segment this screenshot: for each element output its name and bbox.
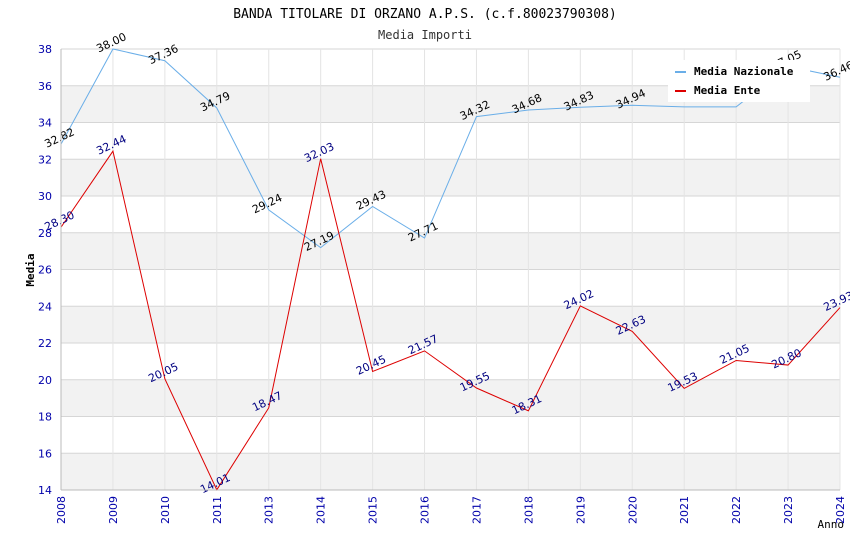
x-tick-label: 2015 <box>367 496 380 524</box>
x-tick-label: 2024 <box>834 496 847 524</box>
y-tick-label: 16 <box>38 447 52 460</box>
chart-subtitle: Media Importi <box>378 28 472 42</box>
y-tick-label: 36 <box>38 80 52 93</box>
y-tick-label: 26 <box>38 264 52 277</box>
x-tick-label: 2009 <box>107 496 120 524</box>
y-axis-label: Media <box>24 253 37 286</box>
series-line-media-nazionale <box>60 48 841 249</box>
grid-bands <box>61 49 840 490</box>
y-tick-label: 22 <box>38 337 52 350</box>
grid-band <box>61 269 840 307</box>
y-tick-label: 18 <box>38 411 52 424</box>
y-tick-label: 34 <box>38 117 52 130</box>
x-tick-labels: 2008 2009 2010 2011 2013 2014 2015 2016 2017 2018… <box>55 496 847 524</box>
y-tick-label: 24 <box>38 300 52 313</box>
y-tick-label: 28 <box>38 227 52 240</box>
series-lines <box>60 48 841 491</box>
chart-title: BANDA TITOLARE DI ORZANO A.P.S. (c.f.800… <box>233 7 617 22</box>
x-tick-label: 2010 <box>159 496 172 524</box>
series-line-media-ente <box>60 149 841 491</box>
x-tick-label: 2014 <box>315 496 328 524</box>
grid-band <box>61 379 840 417</box>
y-tick-label: 30 <box>38 190 52 203</box>
legend-label-media-nazionale: Media Nazionale <box>694 65 794 78</box>
x-tick-label: 2013 <box>263 496 276 524</box>
y-tick-label: 20 <box>38 374 52 387</box>
x-tick-label: 2016 <box>419 496 432 524</box>
y-tick-labels: 14 16 18 20 22 24 26 28 30 32 34 36 38 <box>38 43 52 497</box>
x-tick-label: 2011 <box>211 496 224 524</box>
y-tick-label: 38 <box>38 43 52 56</box>
legend-label-media-ente: Media Ente <box>694 84 761 97</box>
grid-band <box>61 416 840 454</box>
grid-band <box>61 453 840 490</box>
x-tick-label: 2018 <box>522 496 535 524</box>
x-tick-label: 2020 <box>626 496 639 524</box>
grid-band <box>61 196 840 233</box>
x-tick-label: 2008 <box>55 496 68 524</box>
x-tick-label: 2021 <box>678 496 691 524</box>
axes <box>60 49 840 491</box>
x-tick-label: 2017 <box>470 496 483 524</box>
y-tick-label: 14 <box>38 484 52 497</box>
x-tick-label: 2023 <box>782 496 795 524</box>
x-axis-label: Anno <box>818 518 845 531</box>
legend-box <box>668 60 810 102</box>
x-tick-label: 2022 <box>730 496 743 524</box>
grid-band <box>61 343 840 380</box>
legend: Media Nazionale Media Ente <box>668 60 810 102</box>
grid-lines <box>60 48 841 491</box>
x-tick-label: 2019 <box>574 496 587 524</box>
grid-band <box>61 306 840 343</box>
grid-band <box>61 122 840 160</box>
grid-band <box>61 232 840 270</box>
y-tick-label: 32 <box>38 153 52 166</box>
